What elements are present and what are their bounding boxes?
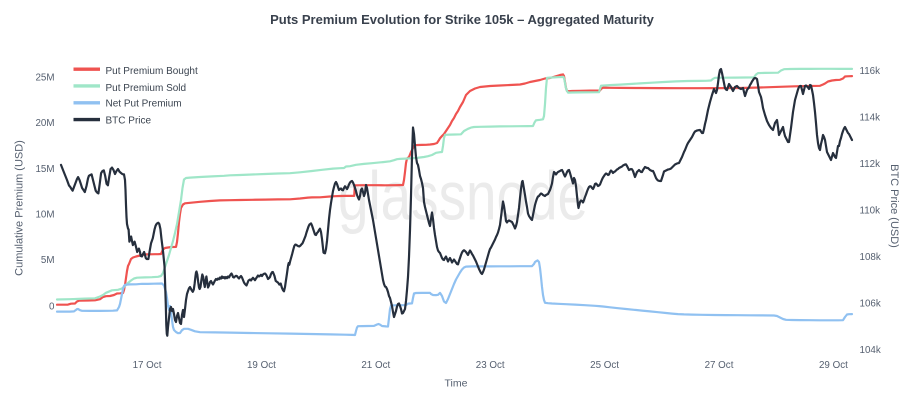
svg-text:116k: 116k — [860, 66, 881, 77]
svg-text:19 Oct: 19 Oct — [247, 360, 276, 371]
svg-text:20M: 20M — [35, 118, 54, 129]
svg-text:23 Oct: 23 Oct — [476, 360, 505, 371]
svg-text:glassnode: glassnode — [338, 158, 588, 235]
svg-text:Time: Time — [445, 377, 468, 389]
svg-text:Net Put Premium: Net Put Premium — [106, 99, 182, 110]
svg-text:15M: 15M — [35, 164, 54, 175]
svg-text:25M: 25M — [35, 72, 54, 83]
svg-text:114k: 114k — [860, 113, 881, 124]
svg-text:Puts Premium Evolution for Str: Puts Premium Evolution for Strike 105k –… — [270, 12, 655, 27]
svg-text:29 Oct: 29 Oct — [819, 360, 848, 371]
svg-text:17 Oct: 17 Oct — [133, 360, 162, 371]
svg-text:108k: 108k — [860, 252, 881, 263]
svg-text:112k: 112k — [860, 159, 881, 170]
svg-text:106k: 106k — [860, 299, 881, 310]
svg-text:Put Premium Bought: Put Premium Bought — [106, 66, 198, 77]
svg-text:0: 0 — [49, 302, 55, 313]
svg-text:BTC Price (USD): BTC Price (USD) — [888, 164, 900, 248]
svg-text:104k: 104k — [860, 345, 881, 356]
svg-text:BTC Price: BTC Price — [106, 116, 152, 127]
svg-text:Cumulative Premium (USD): Cumulative Premium (USD) — [14, 140, 26, 276]
svg-text:27 Oct: 27 Oct — [705, 360, 734, 371]
svg-text:25 Oct: 25 Oct — [590, 360, 619, 371]
svg-text:5M: 5M — [41, 255, 55, 266]
svg-text:110k: 110k — [860, 206, 881, 217]
svg-text:21 Oct: 21 Oct — [361, 360, 390, 371]
svg-text:Put Premium Sold: Put Premium Sold — [106, 83, 187, 94]
svg-text:10M: 10M — [35, 210, 54, 221]
